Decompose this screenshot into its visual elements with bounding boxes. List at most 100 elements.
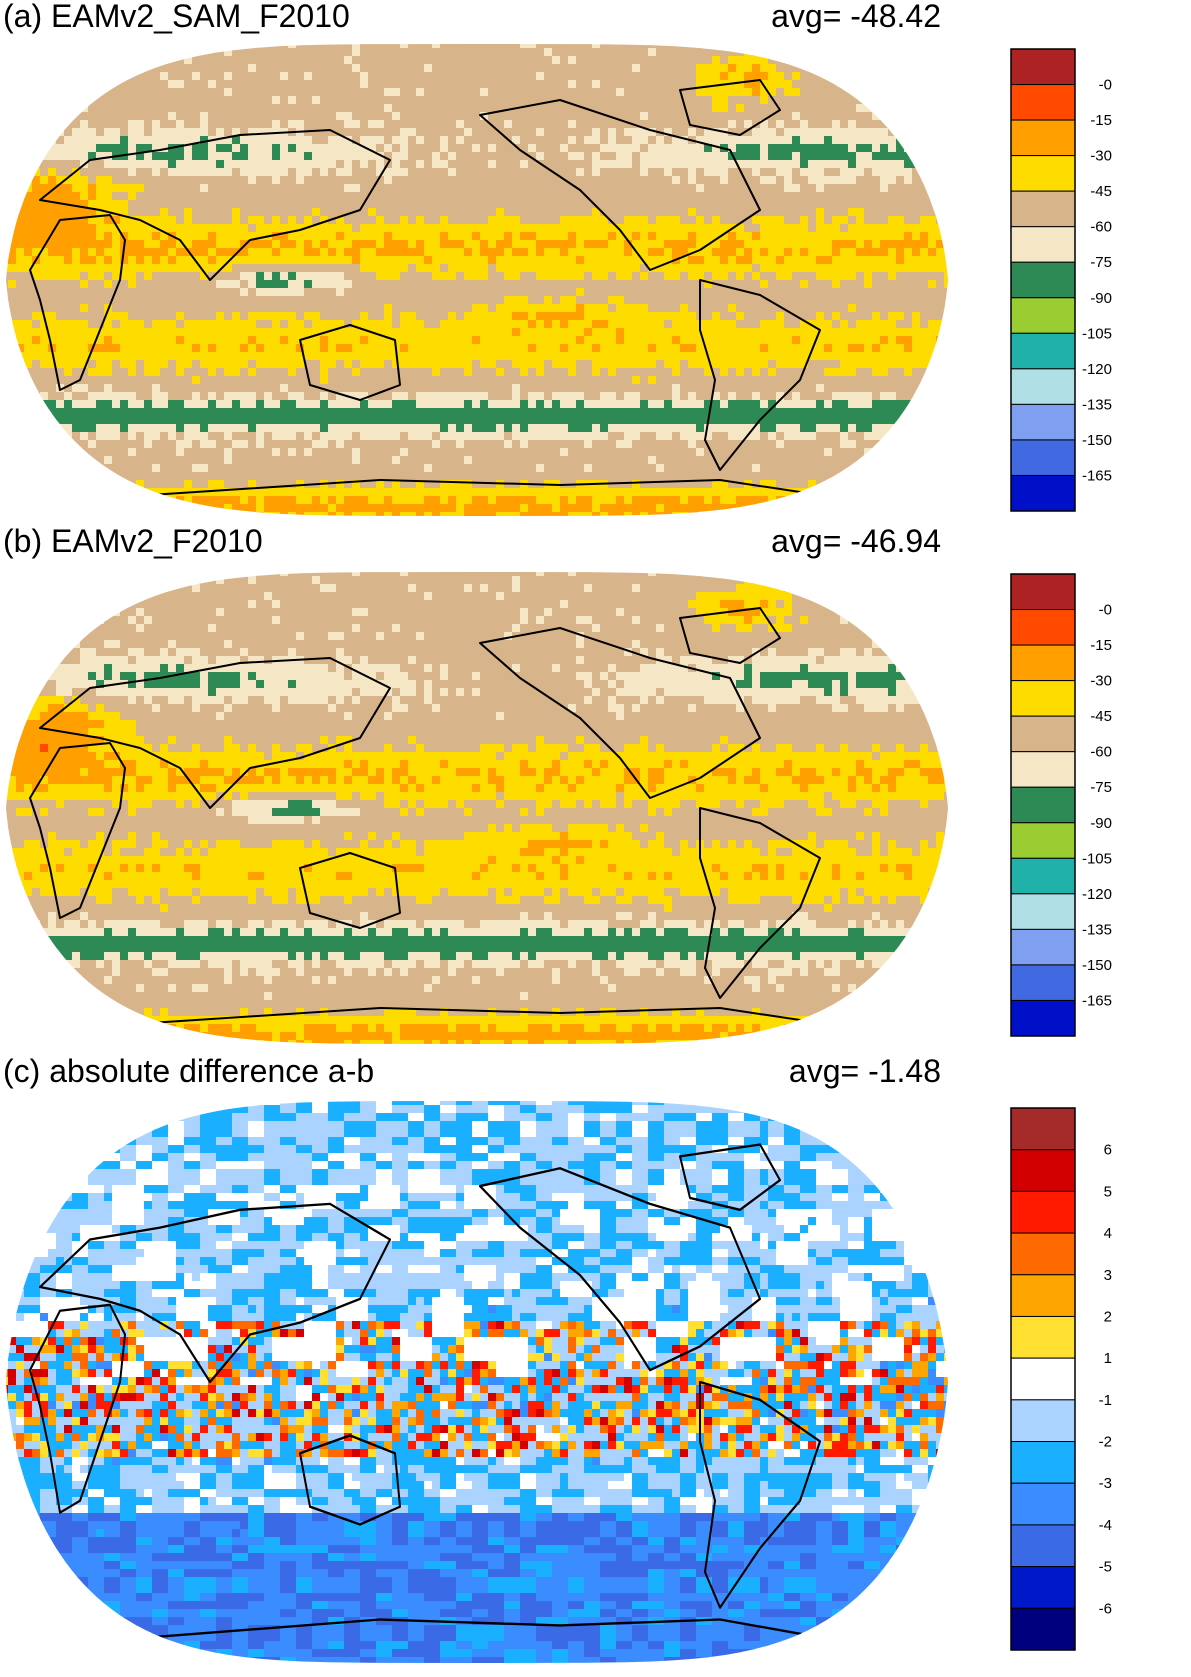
colorbar-tick-label: 2 xyxy=(1104,1308,1112,1325)
coastline xyxy=(699,807,821,999)
colorbar-tick-label: -5 xyxy=(1099,1559,1112,1576)
colorbar-tick-label: 1 xyxy=(1104,1350,1112,1367)
panel-b: (b) EAMv2_F2010 avg= -46.94 -0 -15 -30 -45 -… xyxy=(0,523,1191,1055)
coastline xyxy=(479,627,761,799)
colorbar-swatch xyxy=(1010,644,1076,682)
coastline xyxy=(149,1618,821,1639)
colorbar-swatch xyxy=(1010,1190,1076,1234)
panel-b-avg: avg= -46.94 xyxy=(771,523,941,559)
colorbar-swatch xyxy=(1010,1357,1076,1401)
colorbar-tick-label: -0 xyxy=(1099,77,1112,94)
colorbar-swatch xyxy=(1010,1441,1076,1484)
panel-a-avg: avg= -48.42 xyxy=(771,0,941,34)
colorbar-swatch xyxy=(1010,928,1076,966)
colorbar-swatch xyxy=(1010,1274,1076,1317)
colorbar-swatch xyxy=(1010,368,1076,405)
colorbar-swatch xyxy=(1010,786,1076,824)
panel-a-map xyxy=(6,44,948,516)
colorbar-swatch xyxy=(1010,403,1076,441)
panel-c-map xyxy=(6,1101,948,1663)
colorbar-tick-label: -135 xyxy=(1082,396,1112,413)
colorbar-tick-label: 5 xyxy=(1104,1183,1112,1200)
panel-c-avg: avg= -1.48 xyxy=(789,1053,941,1089)
coastline xyxy=(149,1007,821,1024)
colorbar-swatch xyxy=(1010,1399,1076,1443)
colorbar-tick-label: -30 xyxy=(1090,148,1112,165)
colorbar-tick-label: 4 xyxy=(1104,1225,1112,1242)
colorbar-swatch xyxy=(1010,999,1076,1037)
colorbar-tick-label: -75 xyxy=(1090,779,1112,796)
colorbar-swatch xyxy=(1010,261,1076,299)
colorbar-swatch xyxy=(1010,680,1076,717)
colorbar-tick-label: -15 xyxy=(1090,637,1112,654)
coastline xyxy=(699,279,821,471)
colorbar-swatch xyxy=(1010,1107,1076,1151)
colorbar-tick-label: -150 xyxy=(1082,957,1112,974)
colorbar-tick-label: -90 xyxy=(1090,290,1112,307)
colorbar-tick-label: -30 xyxy=(1090,673,1112,690)
colorbar-tick-label: -105 xyxy=(1082,325,1112,342)
panel-c-colorbar: 6 5 4 3 2 1 -1 -2 -3 -4 -5 -6 xyxy=(1010,1107,1112,1651)
colorbar-swatch xyxy=(1010,893,1076,930)
coastline xyxy=(479,1167,761,1372)
coastline xyxy=(29,1303,126,1514)
coastline xyxy=(29,214,126,391)
colorbar-tick-label: -135 xyxy=(1082,921,1112,938)
colorbar-swatch xyxy=(1010,573,1076,611)
colorbar-swatch xyxy=(1010,119,1076,157)
colorbar-swatch xyxy=(1010,48,1076,86)
coastline xyxy=(299,324,401,401)
colorbar-tick-label: -0 xyxy=(1099,602,1112,619)
colorbar-swatch xyxy=(1010,1232,1076,1276)
panel-a-title: (a) EAMv2_SAM_F2010 xyxy=(3,0,350,34)
colorbar-swatch xyxy=(1010,1315,1076,1359)
coastline xyxy=(39,129,391,281)
colorbar-swatch xyxy=(1010,1482,1076,1526)
coastline xyxy=(39,657,391,809)
coastline xyxy=(679,1143,781,1211)
colorbar-tick-label: -60 xyxy=(1090,744,1112,761)
colorbar-swatch xyxy=(1010,1607,1076,1651)
colorbar-tick-label: 6 xyxy=(1104,1142,1112,1159)
colorbar-swatch xyxy=(1010,439,1076,476)
coastline xyxy=(149,479,821,496)
coastline xyxy=(299,1434,401,1526)
colorbar-swatch xyxy=(1010,226,1076,263)
colorbar-swatch xyxy=(1010,1566,1076,1609)
colorbar-tick-label: -45 xyxy=(1090,708,1112,725)
coastline xyxy=(299,852,401,929)
panel-b-colorbar: -0 -15 -30 -45 -60 -75 -90 -105 -120 -135 -150 -165 xyxy=(1010,573,1112,1037)
colorbar-tick-label: -120 xyxy=(1082,886,1112,903)
colorbar-tick-label: -165 xyxy=(1082,467,1112,484)
colorbar-tick-label: -2 xyxy=(1099,1434,1112,1451)
colorbar-tick-label: -45 xyxy=(1090,183,1112,200)
coastline xyxy=(29,742,126,919)
colorbar-tick-label: -3 xyxy=(1099,1475,1112,1492)
colorbar-tick-label: -105 xyxy=(1082,850,1112,867)
colorbar-swatch xyxy=(1010,297,1076,334)
colorbar-swatch xyxy=(1010,964,1076,1001)
coastline xyxy=(679,79,781,136)
coastline xyxy=(679,607,781,664)
coastline xyxy=(479,99,761,271)
panel-b-title: (b) EAMv2_F2010 xyxy=(3,523,263,559)
panel-c: (c) absolute difference a-b avg= -1.48 6… xyxy=(0,1053,1191,1677)
colorbar-tick-label: -60 xyxy=(1090,219,1112,236)
colorbar-tick-label: -15 xyxy=(1090,112,1112,129)
colorbar-tick-label: -90 xyxy=(1090,815,1112,832)
colorbar-swatch xyxy=(1010,751,1076,788)
colorbar-tick-label: -1 xyxy=(1099,1392,1112,1409)
colorbar-tick-label: -4 xyxy=(1099,1517,1112,1534)
colorbar-tick-label: -6 xyxy=(1099,1600,1112,1617)
colorbar-swatch xyxy=(1010,84,1076,121)
colorbar-swatch xyxy=(1010,1524,1076,1568)
colorbar-swatch xyxy=(1010,822,1076,859)
colorbar-tick-label: -120 xyxy=(1082,361,1112,378)
colorbar-swatch xyxy=(1010,474,1076,512)
colorbar-swatch xyxy=(1010,190,1076,228)
panel-b-map xyxy=(6,572,948,1044)
colorbar-tick-label: -75 xyxy=(1090,254,1112,271)
colorbar-tick-label: 3 xyxy=(1104,1267,1112,1284)
panel-c-title: (c) absolute difference a-b xyxy=(3,1053,374,1089)
colorbar-swatch xyxy=(1010,155,1076,192)
